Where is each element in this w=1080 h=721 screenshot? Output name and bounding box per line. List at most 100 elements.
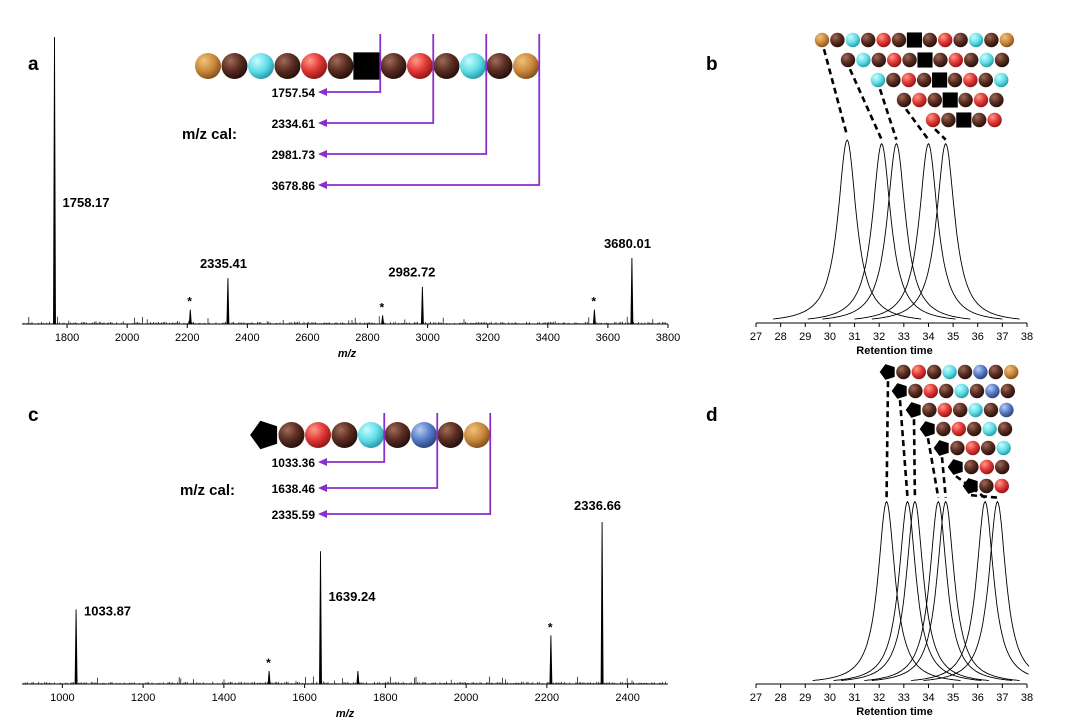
peak-star: * — [548, 620, 553, 634]
peak-label: 3680.01 — [604, 236, 651, 251]
sequence-bead-dark — [984, 32, 999, 48]
calc-label: m/z cal: — [182, 126, 237, 143]
sequence-bead-pentagon — [879, 364, 895, 380]
peak-star: * — [380, 300, 385, 314]
peak-connector — [885, 381, 890, 498]
sequence-bead-red — [951, 421, 966, 437]
panel-letter-b: b — [706, 54, 718, 75]
x-tick-label: 30 — [824, 331, 836, 343]
sequence-bead-dark — [380, 53, 407, 79]
calc-value: 3678.86 — [272, 179, 316, 193]
sequence-bead-pentagon — [933, 440, 949, 456]
sequence-bead-dark — [983, 402, 999, 418]
chromatogram-peak-3 — [840, 500, 989, 681]
peak-1639.24 — [319, 551, 322, 685]
sequence-bead-dark — [972, 112, 987, 128]
x-tick-label: 3200 — [475, 332, 499, 344]
sequence-bead-blue — [999, 402, 1014, 418]
peak-connector — [955, 475, 986, 499]
peak-minor-5 — [381, 315, 385, 325]
calc-arrowhead — [318, 181, 327, 189]
peak-2336.66 — [600, 521, 604, 685]
x-tick-label: 36 — [972, 331, 984, 343]
calc-arrowhead — [318, 88, 327, 96]
sequence-bead-red — [938, 32, 953, 48]
sequence-bead-pentagon — [962, 478, 978, 494]
peak-1033.87 — [74, 609, 78, 685]
peak-1758.17 — [53, 36, 56, 325]
panel-letter-a: a — [28, 54, 39, 75]
calc-value: 2334.61 — [272, 117, 316, 131]
sequence-bead-dark — [950, 440, 965, 456]
peak-2335.41 — [226, 278, 230, 325]
sequence-bead-dark — [902, 52, 917, 68]
peak-star: * — [187, 295, 192, 309]
panel-a-mass-spectrum: 1800 2000 2200 2400 2600 2800 3000 3200 3400 3600… — [22, 34, 680, 360]
x-tick-label: 35 — [947, 692, 959, 704]
peak-connector — [940, 457, 947, 498]
sequence-bead-red — [876, 32, 891, 48]
sequence-bead-cyan — [460, 53, 486, 79]
peak-connector — [912, 419, 917, 498]
sequence-bead-dark — [891, 32, 907, 48]
sequence-bead-gold — [999, 32, 1014, 48]
sequence-bead-gold — [195, 53, 221, 79]
x-axis-title: m/z — [336, 708, 355, 720]
sequence-bead-dark — [896, 92, 912, 108]
sequence-bead-cyan — [358, 422, 384, 448]
sequence-bead-dark — [988, 364, 1003, 380]
spectrum-noise — [23, 676, 666, 684]
sequence-bead-dark — [953, 402, 968, 418]
sequence-bead-dark — [274, 53, 301, 79]
panel-letter-d: d — [706, 405, 718, 426]
sequence-bead-dark — [922, 402, 937, 418]
sequence-bead-dark — [908, 383, 923, 399]
sequence-bead-red — [923, 383, 938, 399]
x-tick-label: 38 — [1021, 331, 1033, 343]
x-tick-label: 27 — [750, 692, 762, 704]
sequence-bead-dark — [957, 364, 973, 380]
sequence-bead-red — [937, 402, 952, 418]
sequence-bead-pentagon — [947, 459, 963, 475]
sequence-bead-pentagon — [891, 383, 907, 399]
x-tick-label: 34 — [922, 331, 934, 343]
sequence-bead-red — [912, 92, 927, 108]
sequence-bead-square — [956, 112, 972, 128]
panel-c-mass-spectrum: 1000 1200 1400 1600 1800 2000 2200 2400 m/z 1033.… — [22, 413, 668, 720]
sequence-bead-red — [963, 72, 978, 88]
x-tick-label: 31 — [848, 692, 860, 704]
sequence-bead-dark — [433, 53, 460, 79]
sequence-bead-dark — [840, 52, 856, 68]
x-tick-label: 2800 — [355, 332, 379, 344]
sequence-bead-dark — [964, 52, 979, 68]
x-tick-label: 32 — [873, 331, 885, 343]
x-tick-label: 1800 — [55, 332, 79, 344]
sequence-bead-dark — [958, 92, 973, 108]
sequence-bead-red — [911, 364, 926, 380]
sequence-bead-cyan — [856, 52, 871, 68]
sequence-bead-red — [925, 112, 941, 128]
calc-arrowhead — [318, 119, 327, 127]
chromatogram-peak-4 — [854, 142, 1003, 320]
sequence-bead-dark — [936, 421, 951, 437]
sequence-bead-cyan — [954, 383, 969, 399]
x-tick-label: 30 — [824, 692, 836, 704]
x-tick-label: 3600 — [596, 332, 620, 344]
sequence-bead-blue — [411, 422, 437, 448]
x-tick-label: 2600 — [295, 332, 319, 344]
panel-letter-c: c — [28, 405, 39, 426]
x-tick-label: 1600 — [292, 692, 316, 704]
peak-minor-6 — [592, 309, 596, 325]
x-tick-label: 1800 — [373, 692, 397, 704]
x-tick-label: 28 — [775, 331, 787, 343]
sequence-bead-dark — [947, 72, 963, 88]
sequence-bead-gold — [814, 32, 830, 48]
chromatogram-peak-2 — [807, 142, 956, 320]
sequence-bead-red — [301, 53, 327, 79]
calc-arrowhead — [318, 458, 327, 466]
sequence-bead-dark — [331, 422, 358, 448]
sequence-bead-dark — [327, 53, 354, 79]
sequence-bead-dark — [896, 364, 911, 380]
sequence-bead-dark — [978, 72, 993, 88]
x-tick-label: 37 — [996, 331, 1008, 343]
